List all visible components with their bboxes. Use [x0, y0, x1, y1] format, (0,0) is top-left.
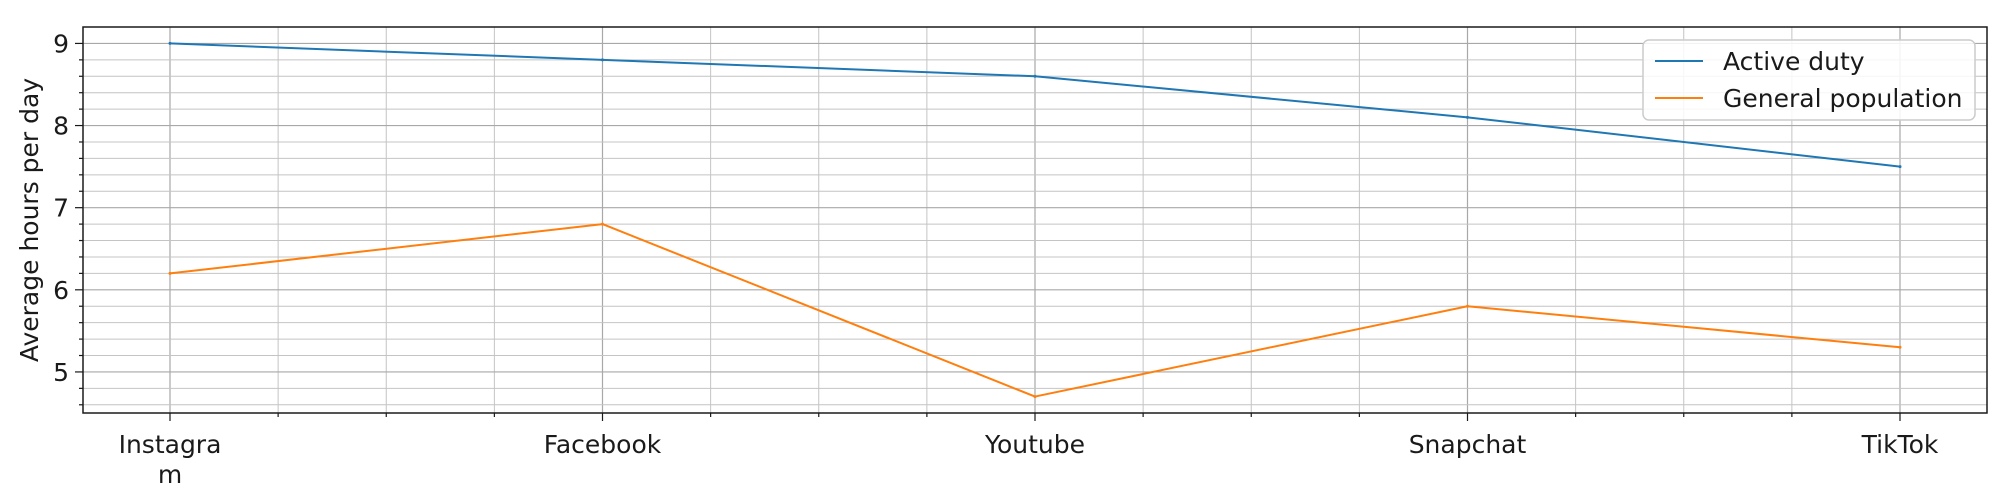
- legend-label: Active duty: [1723, 47, 1865, 76]
- y-tick-label: 7: [53, 194, 69, 223]
- data-point: [1898, 165, 1902, 169]
- y-tick-label: 5: [53, 358, 69, 387]
- data-point: [1466, 304, 1469, 308]
- y-tick-label: 6: [53, 276, 69, 305]
- y-tick-label: 9: [53, 29, 69, 58]
- data-point: [1033, 74, 1037, 78]
- legend-label: General population: [1723, 84, 1963, 113]
- axis-labels: 5 6 7 8 9 Instagra m Facebook Youtube Snapchat Tik…: [53, 29, 1939, 489]
- series-layer: [168, 41, 1902, 399]
- legend-box: [1642, 39, 1976, 121]
- data-point: [601, 58, 604, 62]
- data-point: [1466, 115, 1469, 119]
- x-tick-label: Instagra m: [119, 430, 222, 489]
- y-axis-title: Average hours per day: [15, 78, 44, 363]
- x-tick-label: Youtube: [984, 430, 1085, 459]
- data-point: [1898, 345, 1902, 349]
- data-point: [168, 271, 172, 275]
- axis-ticks: [75, 42, 1901, 421]
- data-point: [601, 222, 604, 226]
- data-point: [168, 41, 172, 45]
- legend: Active duty General population: [1642, 39, 1976, 121]
- y-tick-label: 8: [53, 112, 69, 141]
- x-tick-label: Facebook: [544, 430, 662, 459]
- data-point: [1033, 395, 1037, 399]
- x-tick-label: TikTok: [1861, 430, 1939, 459]
- x-tick-label: Snapchat: [1409, 430, 1527, 459]
